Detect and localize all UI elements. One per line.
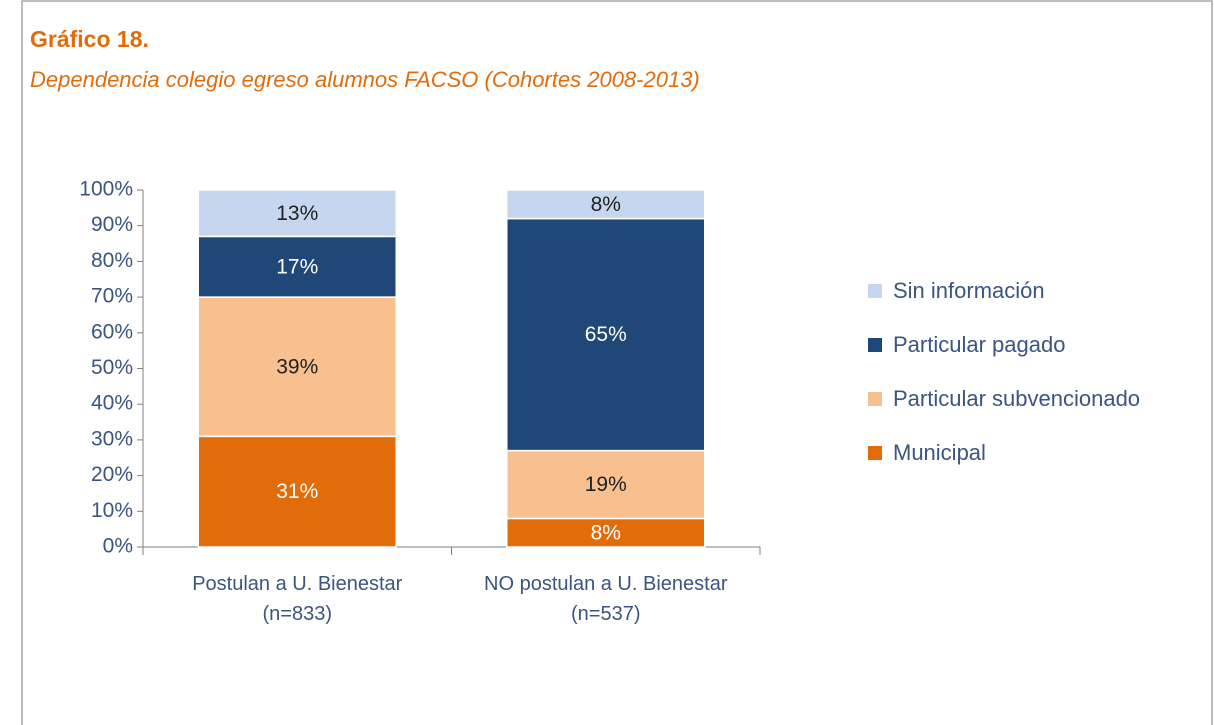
legend-label: Particular pagado (893, 332, 1065, 357)
frame (21, 0, 1213, 725)
bar-segment (506, 449, 706, 520)
chart-title: Gráfico 18. (30, 26, 149, 52)
bar-segment (197, 189, 397, 238)
legend-label: Particular subvencionado (893, 386, 1140, 411)
x-tick-label: Postulan a U. Bienestar (n=833) (192, 573, 403, 625)
legend-swatch (868, 446, 882, 460)
y-tick-label: 100% (79, 178, 133, 201)
x-tick-label: NO postulan a U. Bienestar (n=537) (484, 573, 728, 625)
y-tick-label: 30% (91, 427, 133, 450)
legend-swatch (868, 392, 882, 406)
y-tick-label: 0% (103, 535, 133, 558)
y-tick-label: 40% (91, 392, 133, 415)
data-label: 31% (276, 480, 318, 503)
y-tick-label: 50% (91, 356, 133, 379)
legend-swatch (868, 284, 882, 298)
legend-label: Municipal (893, 440, 986, 465)
y-tick-label: 20% (91, 463, 133, 486)
data-label: 65% (585, 323, 627, 346)
legend-swatch (868, 338, 882, 352)
legend-label: Sin información (893, 278, 1045, 303)
y-tick-label: 90% (91, 213, 133, 236)
y-tick-label: 10% (91, 499, 133, 522)
data-label: 8% (591, 521, 621, 544)
data-label: 17% (276, 255, 318, 278)
data-label: 39% (276, 355, 318, 378)
bar-segment (506, 189, 706, 220)
bar-segment (197, 235, 397, 298)
data-label: 8% (591, 193, 621, 216)
data-label: 19% (585, 473, 627, 496)
y-tick-label: 80% (91, 249, 133, 272)
bar-segment (506, 217, 706, 452)
bar-segment (506, 517, 706, 548)
bar-segment (197, 435, 397, 548)
y-tick-label: 60% (91, 320, 133, 343)
y-tick-label: 70% (91, 285, 133, 308)
bar-segment (197, 296, 397, 438)
chart-subtitle: Dependencia colegio egreso alumnos FACSO… (30, 67, 700, 92)
data-label: 13% (276, 202, 318, 225)
